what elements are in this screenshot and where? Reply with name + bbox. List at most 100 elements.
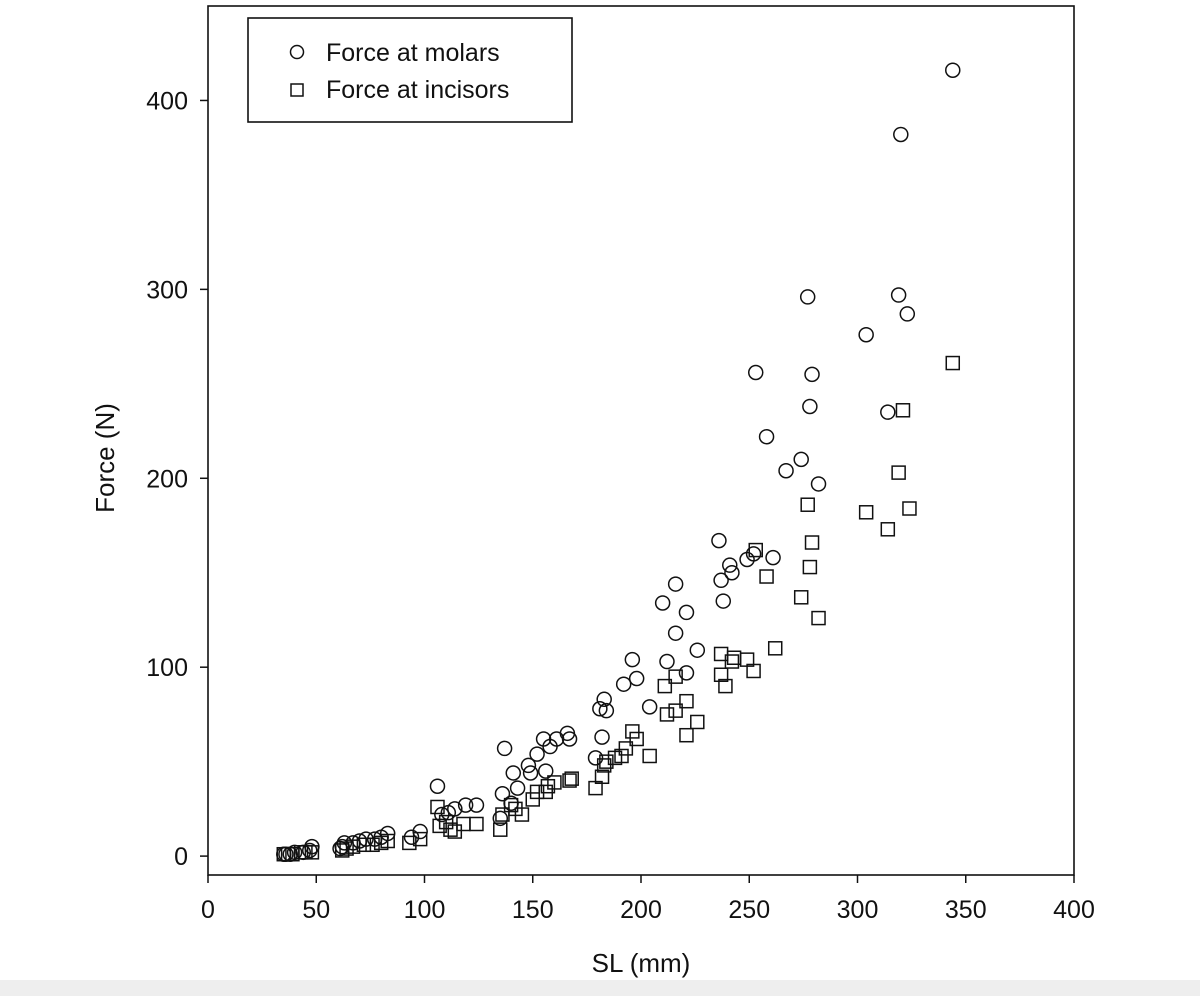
incisor-point-50 <box>690 714 705 730</box>
incisor-point-20 <box>456 816 471 832</box>
incisor-point-49 <box>679 727 694 743</box>
molar-point-74 <box>893 126 909 143</box>
incisor-point-32 <box>562 773 577 788</box>
molar-point-48 <box>654 595 671 611</box>
incisor-point-17 <box>438 814 454 830</box>
x-tick-label-400: 400 <box>1053 896 1095 924</box>
molar-point-23 <box>468 797 485 813</box>
y-tick-label-0: 0 <box>174 843 188 871</box>
molar-point-16 <box>403 829 420 845</box>
molar-point-39 <box>587 750 604 766</box>
incisor-point-46 <box>668 669 683 684</box>
molar-point-75 <box>899 306 916 322</box>
incisor-point-44 <box>657 678 673 694</box>
x-tick-label-300: 300 <box>837 896 879 924</box>
caption-strip <box>0 980 1200 996</box>
molar-point-21 <box>447 801 463 817</box>
molar-point-63 <box>758 428 775 445</box>
incisor-point-70 <box>902 501 917 516</box>
molar-point-69 <box>804 366 820 383</box>
incisor-point-57 <box>746 663 761 679</box>
incisor-point-9 <box>356 837 372 853</box>
legend-marker-square <box>290 83 304 97</box>
molar-point-34 <box>537 763 554 779</box>
molar-point-40 <box>592 701 608 717</box>
incisor-point-8 <box>345 839 361 854</box>
molar-point-59 <box>724 564 740 581</box>
molar-point-30 <box>520 757 537 774</box>
incisor-point-6 <box>334 843 350 858</box>
incisor-point-10 <box>365 837 380 853</box>
molar-point-72 <box>880 404 896 420</box>
molar-point-61 <box>745 546 762 562</box>
molar-point-17 <box>412 823 428 840</box>
plot-frame <box>207 5 1075 876</box>
incisor-point-14 <box>412 831 428 847</box>
molar-point-44 <box>615 676 632 692</box>
incisor-point-65 <box>811 610 826 626</box>
incisor-point-52 <box>713 667 729 683</box>
incisor-point-31 <box>547 775 562 790</box>
molar-point-67 <box>799 289 816 305</box>
molar-point-46 <box>628 670 645 687</box>
x-tick-label-350: 350 <box>945 896 987 924</box>
molar-point-66 <box>793 451 809 468</box>
data-points <box>276 62 961 862</box>
incisor-point-5 <box>304 845 320 860</box>
molar-point-76 <box>945 62 961 78</box>
molar-point-49 <box>659 653 675 670</box>
molar-point-26 <box>496 740 513 757</box>
incisor-point-61 <box>793 590 809 605</box>
molar-point-55 <box>711 532 727 549</box>
molar-point-53 <box>678 604 695 621</box>
incisor-point-28 <box>529 784 545 800</box>
molar-point-29 <box>509 780 526 796</box>
legend-marker-circle <box>289 44 305 60</box>
incisor-point-48 <box>679 693 694 709</box>
molar-point-51 <box>667 576 684 592</box>
y-tick-label-300: 300 <box>146 276 188 304</box>
molar-point-58 <box>722 557 738 573</box>
molar-point-19 <box>434 806 450 823</box>
legend-label-molars: Force at molars <box>326 39 500 67</box>
molar-point-32 <box>529 746 545 762</box>
molar-point-64 <box>765 549 781 566</box>
axis-ticks: 0 50 100 150 200 250 300 350 400 0 100 200 300 400 <box>146 87 1095 924</box>
x-tick-label-50: 50 <box>302 896 330 924</box>
x-tick-label-0: 0 <box>201 896 215 924</box>
molar-point-22 <box>457 797 474 813</box>
incisor-point-67 <box>880 522 896 537</box>
incisor-point-37 <box>599 754 614 769</box>
molar-point-57 <box>715 593 732 609</box>
incisor-point-33 <box>564 771 579 786</box>
incisor-point-66 <box>858 505 874 520</box>
x-tick-label-250: 250 <box>728 896 770 924</box>
y-tick-label-100: 100 <box>146 654 188 682</box>
incisor-point-22 <box>493 822 508 837</box>
incisor-point-24 <box>503 797 519 813</box>
molar-point-70 <box>810 476 827 492</box>
x-tick-label-150: 150 <box>512 896 554 924</box>
molar-point-47 <box>641 699 658 715</box>
x-tick-label-200: 200 <box>620 896 662 924</box>
molar-point-73 <box>890 287 907 303</box>
molar-point-54 <box>689 642 706 658</box>
incisor-point-40 <box>618 741 634 756</box>
legend-label-incisors: Force at incisors <box>326 76 509 104</box>
incisor-point-47 <box>668 703 683 718</box>
incisor-point-62 <box>800 497 815 512</box>
x-tick-label-100: 100 <box>404 896 446 924</box>
legend-box <box>247 17 573 123</box>
molar-point-42 <box>596 691 612 708</box>
incisor-point-59 <box>759 569 774 584</box>
incisor-point-21 <box>469 816 484 832</box>
incisor-point-53 <box>718 678 733 694</box>
incisor-point-69 <box>895 403 911 418</box>
molar-point-45 <box>624 651 641 668</box>
incisor-point-39 <box>614 748 629 764</box>
incisor-point-13 <box>402 835 417 851</box>
molar-point-5 <box>302 842 318 859</box>
molar-point-9 <box>336 835 353 851</box>
y-tick-label-400: 400 <box>146 87 188 115</box>
